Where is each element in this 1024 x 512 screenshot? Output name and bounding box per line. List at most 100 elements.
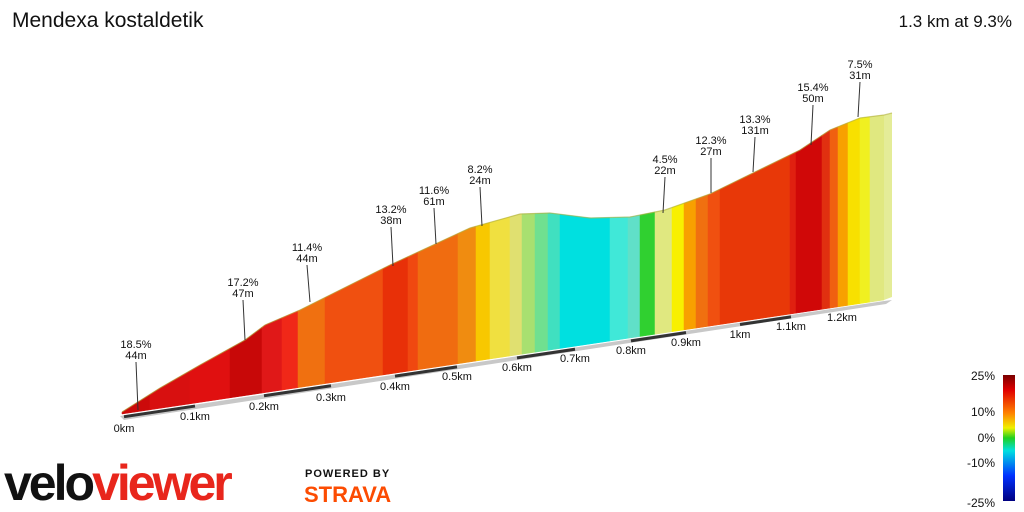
profile	[120, 112, 893, 420]
profile-segment	[417, 233, 459, 371]
profile-segment	[509, 213, 523, 357]
segment-grade: 4.5%	[652, 154, 677, 166]
profile-segment	[654, 207, 673, 335]
segment-length: 27m	[700, 146, 721, 158]
profile-segment	[847, 117, 861, 306]
segment-grade: 11.4%	[292, 242, 323, 254]
legend-label: 25%	[971, 369, 995, 383]
callout-line	[810, 104, 814, 146]
distance-band	[394, 365, 458, 378]
distance-label: 0.7km	[560, 353, 590, 365]
profile-segment	[547, 212, 561, 351]
legend-label: 0%	[978, 431, 996, 445]
callout-line	[857, 81, 861, 118]
profile-segment	[475, 222, 491, 362]
callout-line	[662, 176, 666, 214]
labels: 0km 0.1km 0.2km 0.3km 0.4km 0.5km 0.6km 0.7km 0.…	[114, 59, 996, 510]
profile-segment	[382, 256, 409, 376]
profile-segment	[407, 251, 419, 372]
distance-band	[263, 384, 332, 398]
segment-grade: 13.2%	[375, 204, 406, 216]
distance-label: 1.1km	[776, 321, 806, 333]
distance-label: 1.2km	[827, 312, 857, 324]
distance-label: 0.1km	[180, 411, 210, 423]
legend-bar	[1003, 375, 1015, 501]
profile-segment	[489, 216, 511, 360]
segment-grade: 8.2%	[467, 164, 492, 176]
segment-grade: 13.3%	[739, 114, 770, 126]
profile-segment	[837, 122, 849, 308]
profile-segment	[189, 347, 231, 405]
profile-segment	[821, 129, 831, 310]
profile-segment	[627, 214, 641, 339]
profile-segment	[795, 134, 823, 314]
segment-grade: 18.5%	[120, 339, 151, 351]
segment-grade: 11.6%	[419, 185, 450, 197]
profile-segment	[534, 212, 549, 353]
profile-segment	[829, 126, 839, 309]
legend-label: -25%	[967, 496, 995, 510]
logo-right: viewer	[92, 455, 232, 511]
segment-length: 47m	[232, 288, 253, 300]
segment-length: 44m	[296, 253, 317, 265]
profile-segment	[457, 225, 477, 365]
profile-segment	[609, 216, 629, 342]
base-ribbon	[120, 300, 892, 420]
profile-segment	[869, 114, 885, 303]
callout-line	[135, 361, 139, 411]
segment-length: 24m	[469, 175, 490, 187]
segment-length: 44m	[125, 350, 146, 362]
distance-band	[516, 347, 576, 360]
distance-label: 0.4km	[380, 381, 410, 393]
profile-segment	[789, 151, 797, 315]
distance-label: 0km	[114, 423, 135, 435]
summary: 1.3 km at 9.3%	[899, 12, 1012, 31]
logo-left: velo	[4, 455, 94, 511]
callout-line	[242, 299, 246, 341]
callout-line	[306, 264, 311, 303]
distance-label: 0.9km	[671, 337, 701, 349]
segment-grade: 17.2%	[227, 277, 258, 289]
profile-segment	[671, 202, 685, 333]
profile-segment	[707, 188, 721, 327]
distance-band	[630, 331, 687, 343]
profile-segment	[559, 213, 611, 349]
distance-label: 0.5km	[442, 371, 472, 383]
distance-band	[123, 404, 196, 419]
logo: veloviewer	[4, 455, 232, 511]
distance-band	[739, 315, 792, 327]
segment-length: 131m	[741, 125, 769, 137]
profile-segment	[639, 211, 656, 337]
powered-by: POWERED BY	[305, 468, 390, 480]
distance-label: 0.8km	[616, 345, 646, 357]
profile-segment	[281, 310, 299, 391]
segment-grade: 15.4%	[797, 82, 828, 94]
segment-length: 61m	[423, 196, 444, 208]
segment-length: 50m	[802, 93, 823, 105]
profile-segment	[229, 326, 263, 399]
profile-segment	[521, 213, 536, 355]
segment-grade: 7.5%	[847, 59, 872, 71]
distance-label: 0.2km	[249, 401, 279, 413]
callout-line	[479, 186, 483, 227]
profile-segment	[297, 297, 326, 388]
profile-segment	[859, 116, 871, 304]
profile-side	[884, 113, 892, 300]
segment-length: 31m	[849, 70, 870, 82]
title: Mendexa kostaldetik	[12, 9, 204, 32]
distance-label: 0.3km	[316, 392, 346, 404]
segment-length: 38m	[380, 215, 401, 227]
strava: STRAVA	[304, 482, 391, 507]
profile-segment	[324, 268, 384, 384]
segment-grade: 12.3%	[695, 135, 726, 147]
segment-length: 22m	[654, 165, 675, 177]
callout-line	[433, 207, 437, 245]
profile-segment	[719, 154, 791, 325]
callout-line	[390, 226, 394, 267]
profile-segment	[683, 198, 697, 331]
profile-segment	[261, 317, 283, 394]
legend-label: -10%	[967, 456, 995, 470]
distance-label: 1km	[730, 329, 751, 341]
profile-segment	[695, 194, 709, 329]
